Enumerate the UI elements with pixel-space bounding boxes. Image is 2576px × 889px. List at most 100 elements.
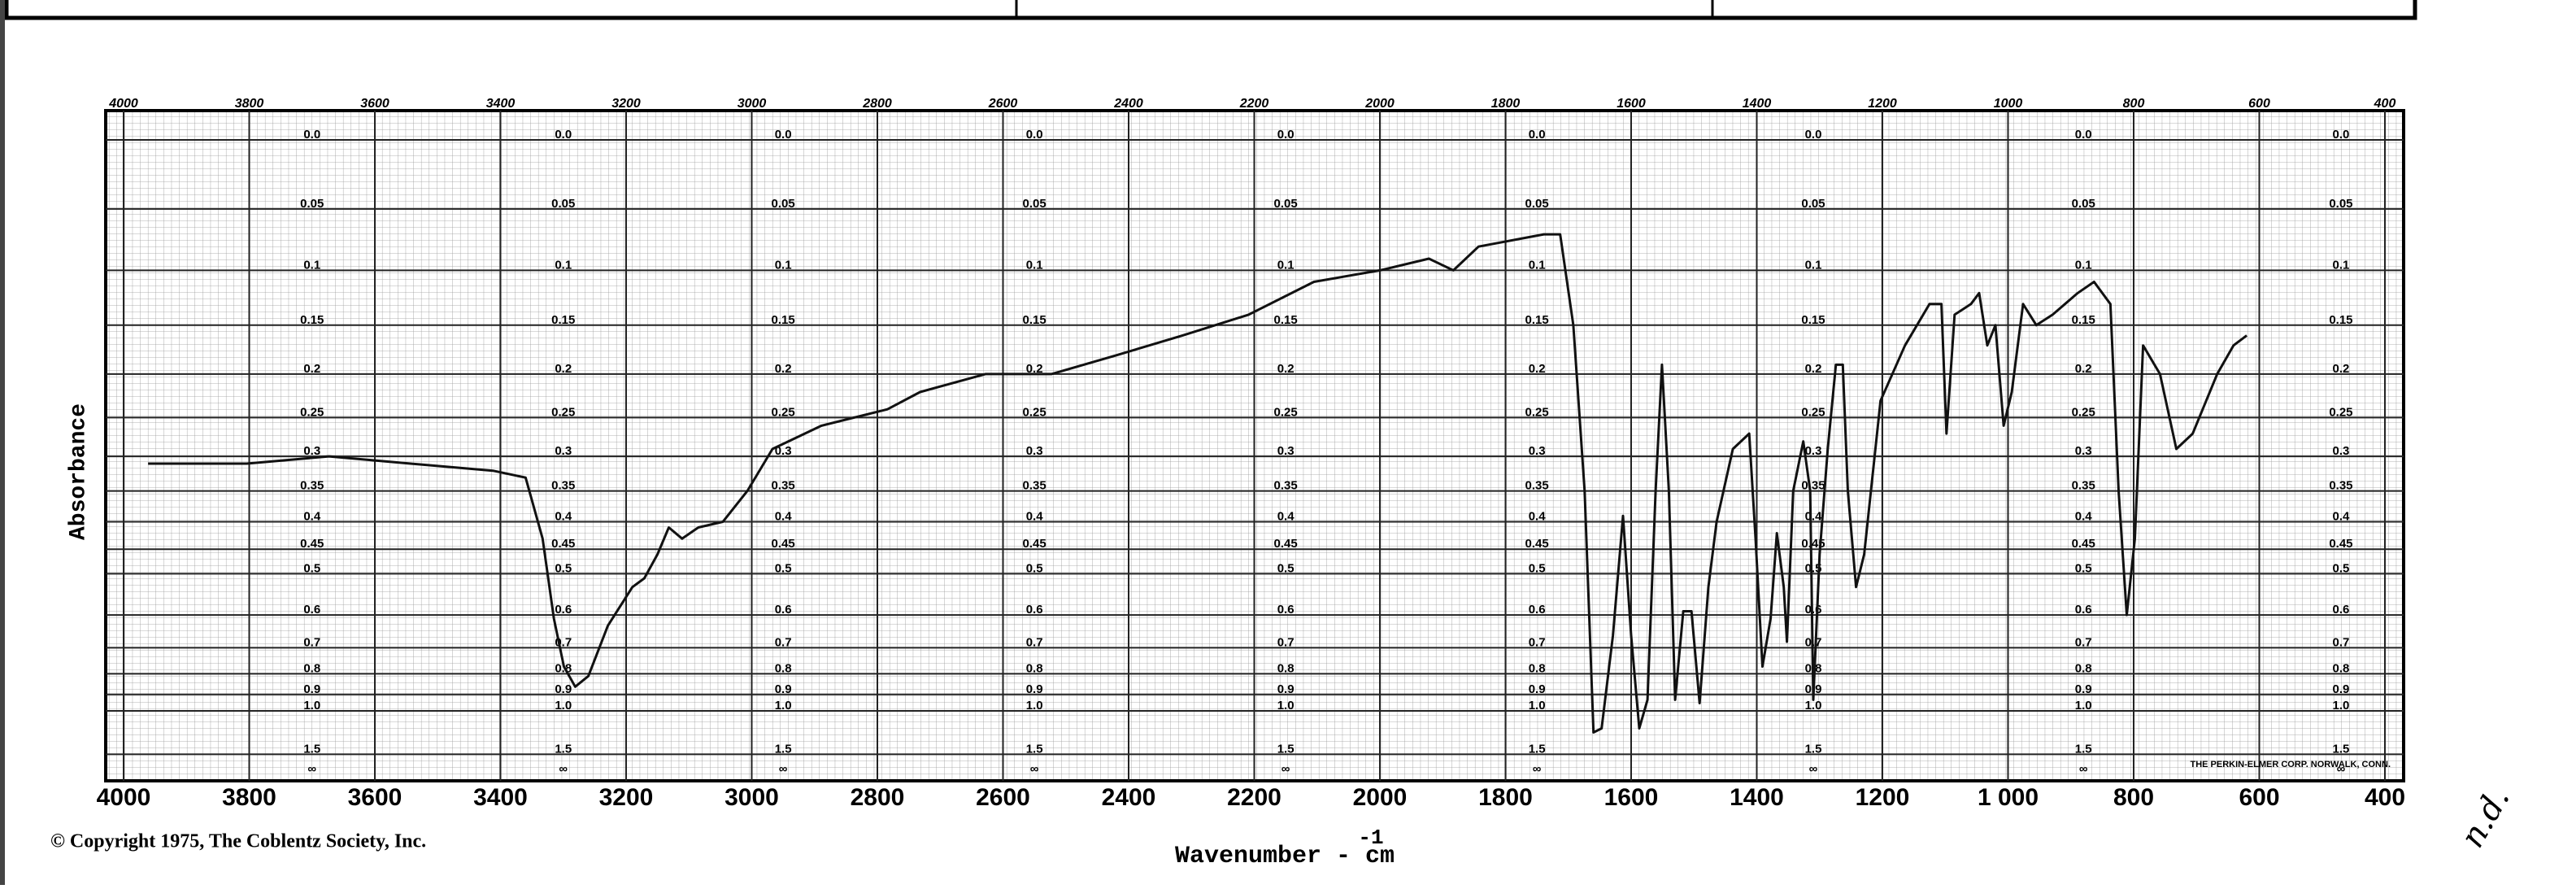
x-tick-label: 3000 <box>724 784 779 811</box>
y-tick-label: 1.5 <box>1277 742 1295 756</box>
y-tick-label: 0.9 <box>303 682 320 696</box>
y-tick-label: 0.5 <box>555 561 572 575</box>
handwritten-annotation: n.d. <box>2453 781 2517 854</box>
y-tick-label: 0.8 <box>1277 661 1295 675</box>
y-tick-label: 0.9 <box>1026 682 1043 696</box>
y-label-columns: 0.0 0.0 0.0 0.0 0.0 0.0 0.0 0.0 0.0 0.05 0.05 0.05 0… <box>300 128 2352 776</box>
x-tick-label: 1600 <box>1604 784 1659 811</box>
y-tick-label: 0.1 <box>1277 258 1295 272</box>
y-tick-label: 0.35 <box>551 479 575 493</box>
y-tick-label: 0.0 <box>1529 128 1546 142</box>
y-tick-label: 0.4 <box>775 509 793 523</box>
y-tick-label: 0.45 <box>1274 537 1298 551</box>
y-tick-label: 0.5 <box>1026 561 1043 575</box>
y-tick-label: 0.05 <box>1274 197 1298 211</box>
y-tick-label: 0.45 <box>300 537 324 551</box>
x-tick-label: 2400 <box>1102 784 1156 811</box>
y-tick-label: 0.15 <box>1525 313 1549 327</box>
y-tick-label: 0.1 <box>1805 258 1822 272</box>
y-end-label: ∞ <box>1030 762 1039 776</box>
y-tick-label: 0.45 <box>1023 537 1046 551</box>
y-tick-label: 0.0 <box>2332 128 2349 142</box>
y-axis-title: Absorbance <box>66 403 91 540</box>
y-tick-label: 0.35 <box>300 479 324 493</box>
y-tick-label: 0.3 <box>1805 444 1822 458</box>
y-tick-label: 0.2 <box>775 362 792 376</box>
x-tick-label: 1800 <box>1478 784 1533 811</box>
y-tick-label: 0.35 <box>1023 479 1046 493</box>
y-tick-label: 0.1 <box>2075 258 2092 272</box>
y-tick-label: 0.0 <box>1026 128 1043 142</box>
y-tick-label: 1.5 <box>1529 742 1546 756</box>
y-tick-label: 0.8 <box>2075 661 2092 675</box>
x-tick-label: 4000 <box>97 784 151 811</box>
top-tick-label: 1600 <box>1617 97 1646 111</box>
y-tick-label: 0.1 <box>555 258 572 272</box>
y-end-label: ∞ <box>307 762 316 776</box>
y-tick-label: 0.1 <box>1026 258 1043 272</box>
y-tick-label: 0.05 <box>300 197 324 211</box>
y-tick-label: 0.05 <box>2329 197 2352 211</box>
y-tick-label: 0.0 <box>2075 128 2092 142</box>
copyright: © Copyright 1975, The Coblentz Society, … <box>50 831 426 852</box>
y-tick-label: 0.5 <box>2075 561 2092 575</box>
x-tick-label: 2800 <box>851 784 905 811</box>
y-tick-label: 0.5 <box>1805 561 1822 575</box>
y-tick-label: 0.2 <box>2075 362 2092 376</box>
y-tick-label: 0.25 <box>1274 405 1298 419</box>
top-tick-label: 3600 <box>360 97 389 111</box>
maker-note: THE PERKIN-ELMER CORP. NORWALK, CONN. <box>2191 760 2391 769</box>
y-tick-label: 0.15 <box>1023 313 1046 327</box>
y-tick-label: 0.3 <box>1026 444 1043 458</box>
y-tick-label: 1.5 <box>1026 742 1043 756</box>
y-tick-label: 0.05 <box>551 197 575 211</box>
y-tick-label: 0.4 <box>1026 509 1044 523</box>
y-tick-label: 0.15 <box>1801 313 1825 327</box>
y-tick-label: 0.7 <box>775 635 792 649</box>
y-tick-label: 1.5 <box>775 742 792 756</box>
y-tick-label: 0.3 <box>775 444 792 458</box>
x-tick-label: 3600 <box>348 784 402 811</box>
y-tick-label: 0.35 <box>2329 479 2352 493</box>
top-tick-label: 3800 <box>235 97 264 111</box>
y-tick-label: 0.2 <box>2332 362 2349 376</box>
top-tick-label: 3000 <box>738 97 767 111</box>
y-tick-label: 0.8 <box>1026 661 1043 675</box>
y-tick-label: 0.3 <box>555 444 572 458</box>
y-tick-label: 0.15 <box>2329 313 2352 327</box>
y-tick-label: 0.45 <box>551 537 575 551</box>
x-tick-label: 3400 <box>473 784 528 811</box>
y-tick-label: 0.2 <box>1805 362 1822 376</box>
y-tick-label: 0.25 <box>551 405 575 419</box>
y-tick-label: 0.4 <box>1277 509 1295 523</box>
y-tick-label: 1.5 <box>1805 742 1822 756</box>
y-tick-label: 0.9 <box>2332 682 2349 696</box>
y-tick-label: 0.1 <box>303 258 320 272</box>
y-tick-label: 0.6 <box>555 603 572 617</box>
x-axis-title: Wavenumber - cm <box>1175 843 1395 870</box>
y-tick-label: 0.5 <box>303 561 320 575</box>
y-tick-label: 0.9 <box>2075 682 2092 696</box>
y-tick-label: 0.6 <box>775 603 792 617</box>
y-tick-label: 0.9 <box>1529 682 1546 696</box>
y-tick-label: 0.05 <box>772 197 795 211</box>
y-tick-label: 0.05 <box>1525 197 1549 211</box>
y-tick-label: 0.2 <box>303 362 320 376</box>
y-tick-label: 0.4 <box>1805 509 1823 523</box>
y-tick-label: 0.8 <box>775 661 792 675</box>
top-tick-label: 1000 <box>1994 97 2023 111</box>
y-tick-label: 0.45 <box>772 537 795 551</box>
y-tick-label: 1.5 <box>303 742 320 756</box>
y-tick-label: 0.35 <box>2072 479 2095 493</box>
curve <box>148 233 2248 734</box>
y-tick-label: 0.4 <box>1529 509 1547 523</box>
x-axis-title-exponent: -1 <box>1358 826 1383 850</box>
y-end-label: ∞ <box>559 762 568 776</box>
y-tick-label: 0.9 <box>775 682 792 696</box>
y-tick-label: 0.3 <box>303 444 320 458</box>
y-tick-label: 0.0 <box>555 128 572 142</box>
y-tick-label: 1.5 <box>2332 742 2349 756</box>
y-tick-label: 0.6 <box>303 603 320 617</box>
y-tick-label: 0.05 <box>1801 197 1825 211</box>
y-tick-label: 0.5 <box>1277 561 1295 575</box>
